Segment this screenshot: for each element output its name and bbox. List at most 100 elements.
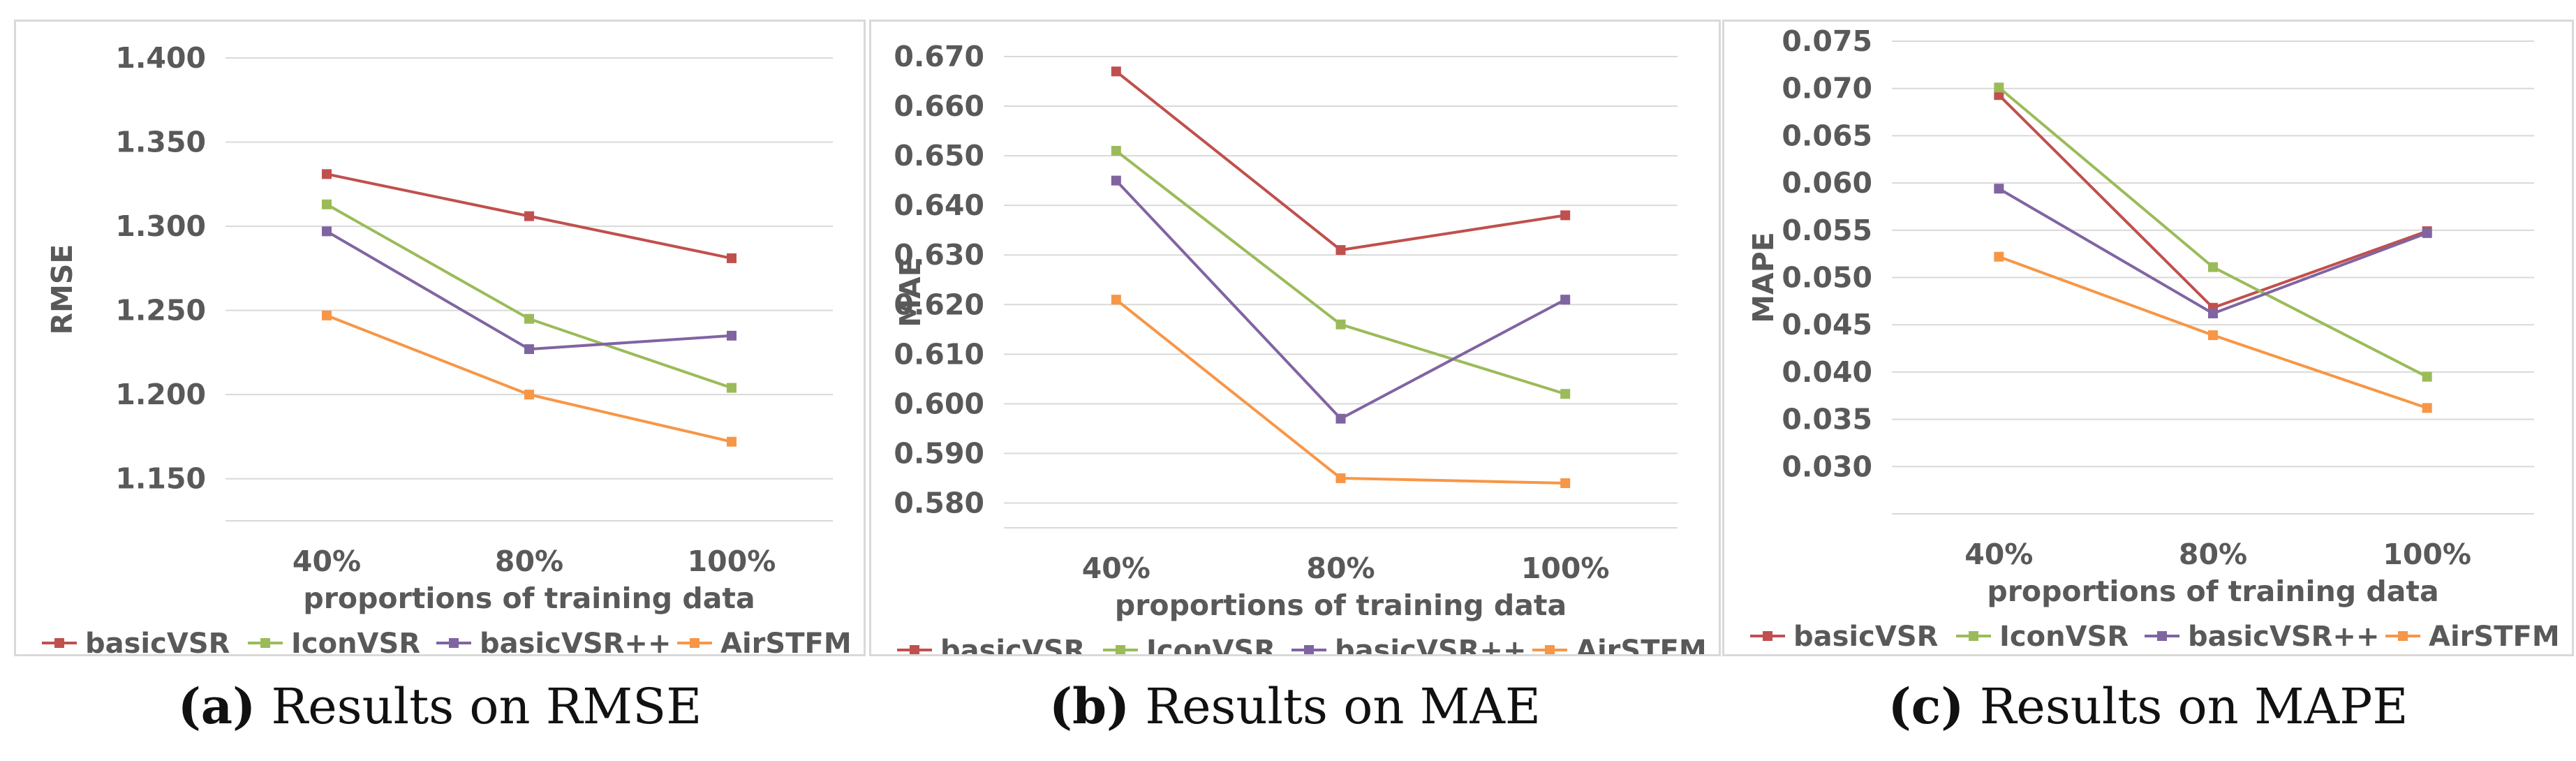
x-tick-label: 80% [1306,552,1375,585]
legend-label: basicVSR++ [2188,621,2379,653]
data-point [1335,413,1346,424]
legend-swatch-marker [1763,631,1772,641]
legend-label: basicVSR [1793,621,1938,653]
data-point [2422,371,2432,382]
y-tick-label: 0.035 [1782,403,1872,436]
y-tick-label: 1.200 [115,378,206,411]
series-line-basicVSR++ [325,230,732,351]
y-tick-label: 0.580 [894,486,984,519]
x-tick-label: 80% [2179,538,2247,571]
y-tick-label: 0.650 [894,139,984,172]
legend-swatch-marker [260,638,270,648]
series-line-IconVSR [1115,149,1566,396]
data-point [1560,478,1571,489]
data-point [2208,308,2218,318]
data-point [322,310,332,320]
y-tick-label: 1.350 [115,126,206,159]
legend-swatch-marker [1969,631,1978,641]
y-tick-label: 0.040 [1782,355,1872,389]
data-point [2422,228,2432,238]
data-point [1994,184,2004,194]
series-line-AirSTFM [326,314,732,443]
caption-label: (a) [177,677,256,735]
x-tick-label: 100% [688,545,776,578]
legend-label: IconVSR [1146,635,1275,654]
y-tick-label: 0.630 [894,238,984,272]
data-point [1994,251,2004,262]
x-tick-label: 100% [1521,552,1610,585]
data-point [1111,295,1121,305]
legend-swatch-marker [449,638,459,648]
data-point [1335,245,1346,256]
y-tick-label: 0.670 [894,40,984,73]
chart-svg-rmse: 1.400 1.350 1.300 1.250 1.200 1.150 40% 80% 100%… [42,41,852,654]
y-tick-label: 1.250 [115,294,206,327]
data-point [2208,262,2218,272]
caption-text: Results on MAE [1130,678,1541,735]
legend-label: basicVSR [85,628,230,654]
y-axis-title: MAE [894,257,927,327]
legend-label: AirSTFM [2429,621,2560,653]
data-point [322,226,332,237]
caption-text: Results on MAPE [1964,678,2408,735]
y-tick-label: 0.065 [1782,119,1872,152]
caption-mape: (c) Results on MAPE [1722,677,2574,735]
y-tick-label: 0.030 [1782,450,1872,483]
y-tick-label: 0.060 [1782,166,1872,200]
data-point [727,253,736,263]
y-tick-label: 0.045 [1782,308,1872,341]
data-point [1335,473,1346,483]
y-tick-label: 1.400 [115,41,206,75]
x-axis-title: proportions of training data [303,582,755,615]
x-tick-label: 40% [1964,538,2033,571]
data-point [2422,403,2432,413]
legend-label: basicVSR [940,635,1085,654]
legend-swatch-marker [2398,631,2408,641]
data-point [322,199,332,209]
data-point [524,390,534,400]
y-axis-title: MAPE [1747,232,1780,323]
series-line-basicVSR [1997,94,2428,310]
data-point [2208,330,2218,341]
data-point [727,383,736,393]
data-point [524,211,534,221]
legend-label: basicVSR++ [1335,635,1526,654]
series-line-basicVSR [1115,70,1566,252]
legend-label: IconVSR [291,628,420,654]
legend-label: AirSTFM [1576,635,1707,654]
caption-label: (b) [1049,677,1130,735]
y-tick-label: 0.075 [1782,24,1872,58]
data-point [1111,175,1121,186]
y-tick-label: 0.600 [894,387,984,420]
chart-panel-mae: 0.670 0.660 0.650 0.640 0.630 0.620 0.610 0.600… [869,20,1721,656]
legend-swatch-marker [910,645,919,654]
chart-svg-mape: 0.075 0.070 0.065 0.060 0.055 0.050 0.045 0.040… [1747,24,2560,653]
y-tick-label: 0.050 [1782,261,1872,295]
data-point [1335,319,1346,330]
y-tick-label: 0.610 [894,337,984,371]
x-tick-label: 100% [2383,538,2471,571]
y-axis-title: RMSE [45,244,79,335]
y-tick-label: 0.070 [1782,72,1872,105]
caption-rmse: (a) Results on RMSE [14,677,866,735]
data-point [322,169,332,179]
y-tick-label: 1.150 [115,462,206,496]
legend-swatch-marker [1304,645,1314,654]
data-point [727,436,736,447]
caption-text: Results on RMSE [256,678,702,735]
data-point [524,344,534,355]
data-point [1560,210,1571,221]
y-tick-label: 0.640 [894,189,984,222]
data-point [1111,146,1121,156]
legend-swatch-marker [690,638,699,648]
data-point [727,330,736,341]
y-tick-label: 0.620 [894,288,984,321]
x-tick-label: 40% [1082,552,1150,585]
chart-svg-mae: 0.670 0.660 0.650 0.640 0.630 0.620 0.610 0.600… [894,40,1707,654]
data-point [1111,66,1121,77]
series-line-IconVSR [326,203,732,390]
legend-swatch-marker [54,638,64,648]
legend-label: basicVSR++ [480,628,671,654]
caption-label: (c) [1888,677,1964,735]
legend-swatch-marker [1545,645,1555,654]
